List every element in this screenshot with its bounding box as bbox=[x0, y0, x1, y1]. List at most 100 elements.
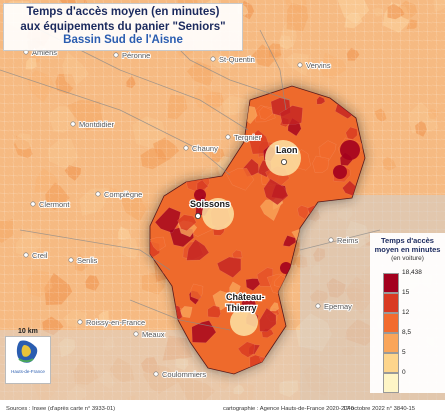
legend-label: 18,438 bbox=[402, 269, 422, 276]
town-low-time-zone bbox=[265, 140, 301, 176]
choropleth-map: Amiens Péronne St-Quentin Vervins Montdidier… bbox=[0, 0, 445, 400]
place-dot bbox=[113, 52, 119, 58]
place-dot bbox=[280, 158, 287, 165]
place-dot bbox=[225, 134, 231, 140]
place-dot bbox=[183, 145, 189, 151]
legend: Temps d'accès moyen en minutes (en voitu… bbox=[370, 233, 445, 393]
town-low-time-zone bbox=[202, 198, 234, 230]
place-dot bbox=[70, 121, 76, 127]
bassin-municipality bbox=[237, 341, 255, 358]
legend-swatch bbox=[383, 353, 399, 373]
place-dim: Péronne bbox=[113, 50, 151, 61]
place-label: Roissy-en-France bbox=[86, 318, 145, 327]
bassin-municipality bbox=[207, 305, 221, 318]
place-dot bbox=[133, 331, 139, 337]
place-dim: Reims bbox=[328, 235, 359, 246]
legend-swatch bbox=[383, 273, 399, 293]
place-dim: Epernay bbox=[315, 301, 353, 312]
place-dim: Roissy-en-France bbox=[77, 317, 146, 328]
bassin-municipality bbox=[226, 168, 255, 191]
high-time-zone bbox=[194, 189, 206, 201]
place-label: Compiègne bbox=[104, 190, 142, 199]
bassin-municipality bbox=[312, 155, 330, 173]
legend-swatch bbox=[383, 373, 399, 393]
bassin-municipality bbox=[297, 205, 309, 220]
place-dot bbox=[210, 56, 216, 62]
place-dot bbox=[77, 319, 83, 325]
place-label: St-Quentin bbox=[219, 55, 255, 64]
place-dim: Senlis bbox=[68, 255, 99, 266]
place-label: Péronne bbox=[122, 51, 150, 60]
town-low-time-zone bbox=[230, 308, 258, 336]
legend-label: 8,5 bbox=[402, 329, 412, 336]
place-label: Montdidier bbox=[79, 120, 115, 129]
bassin-municipality bbox=[345, 126, 358, 140]
bassin-municipality bbox=[263, 178, 289, 206]
bassin-municipality bbox=[269, 302, 279, 312]
place-label: Senlis bbox=[77, 256, 98, 265]
place-main: Soissons bbox=[189, 198, 231, 219]
place-label: Creil bbox=[32, 251, 48, 260]
place-label-main: Soissons bbox=[190, 199, 230, 209]
legend-label: 12 bbox=[402, 309, 410, 316]
place-label-main: Thierry bbox=[226, 303, 257, 313]
bassin-municipality bbox=[217, 256, 242, 278]
place-dot bbox=[328, 237, 334, 243]
place-dot bbox=[95, 191, 101, 197]
bassin-municipality bbox=[279, 105, 303, 125]
place-main: Château-Thierry bbox=[225, 291, 266, 314]
bassin-municipality bbox=[231, 249, 243, 259]
bassin-outline bbox=[149, 85, 366, 375]
legend-swatch bbox=[383, 293, 399, 313]
bassin-municipality bbox=[229, 281, 241, 296]
high-time-zone bbox=[333, 165, 347, 179]
place-dim: Tergnier bbox=[225, 132, 262, 143]
place-label: Vervins bbox=[306, 61, 331, 70]
legend-label: 15 bbox=[402, 289, 410, 296]
region-logo: Hauts-de-France bbox=[5, 336, 51, 384]
place-dim: Compiègne bbox=[95, 189, 143, 200]
place-dim: Creil bbox=[23, 250, 49, 261]
legend-title: Temps d'accès moyen en minutes bbox=[374, 236, 441, 254]
legend-label: 0 bbox=[402, 369, 406, 376]
bassin-municipality bbox=[258, 106, 273, 120]
bassin-municipality bbox=[259, 307, 277, 332]
place-dim: Montdidier bbox=[70, 119, 115, 130]
region-logo-mark bbox=[16, 340, 38, 363]
place-label: Epernay bbox=[324, 302, 352, 311]
legend-swatch bbox=[383, 333, 399, 353]
place-label-main: Château- bbox=[226, 292, 265, 302]
place-label: Chauny bbox=[192, 144, 218, 153]
footer: Sources : Insee (d'après carte n° 3933-0… bbox=[0, 402, 445, 420]
place-dot bbox=[30, 201, 36, 207]
map-title-line1: Temps d'accès moyen (en minutes) bbox=[26, 6, 220, 18]
bassin-municipality bbox=[282, 235, 297, 247]
place-label-main: Laon bbox=[276, 145, 298, 155]
bassin-municipality bbox=[186, 239, 210, 261]
map-title-line2: aux équipements du panier "Seniors" bbox=[20, 21, 226, 33]
bassin-municipality bbox=[196, 179, 209, 191]
legend-subtitle: (en voiture) bbox=[391, 255, 424, 262]
place-dim: Vervins bbox=[297, 60, 332, 71]
place-dot bbox=[23, 252, 29, 258]
place-dim: Chauny bbox=[183, 143, 219, 154]
place-dim: Coulommiers bbox=[153, 369, 207, 380]
bassin-municipality bbox=[150, 236, 166, 252]
place-dim: St-Quentin bbox=[210, 54, 256, 65]
bassin-municipality bbox=[316, 96, 326, 105]
cartography-note: cartographie : Agence Hauts-de-France 20… bbox=[223, 406, 354, 412]
legend-label: 5 bbox=[402, 349, 406, 356]
place-dot bbox=[194, 212, 201, 219]
place-label: Amiens bbox=[32, 48, 57, 57]
place-dot bbox=[68, 257, 74, 263]
place-dot bbox=[153, 371, 159, 377]
region-logo-text: Hauts-de-France bbox=[11, 369, 45, 374]
place-label: Clermont bbox=[39, 200, 70, 209]
place-dot bbox=[315, 303, 321, 309]
bassin-municipality bbox=[245, 278, 261, 291]
map-subtitle: Bassin Sud de l'Aisne bbox=[63, 34, 183, 46]
map-title-box: Temps d'accès moyen (en minutes) aux équ… bbox=[3, 3, 243, 51]
place-label: Coulommiers bbox=[162, 370, 206, 379]
bassin-municipality bbox=[177, 214, 197, 231]
